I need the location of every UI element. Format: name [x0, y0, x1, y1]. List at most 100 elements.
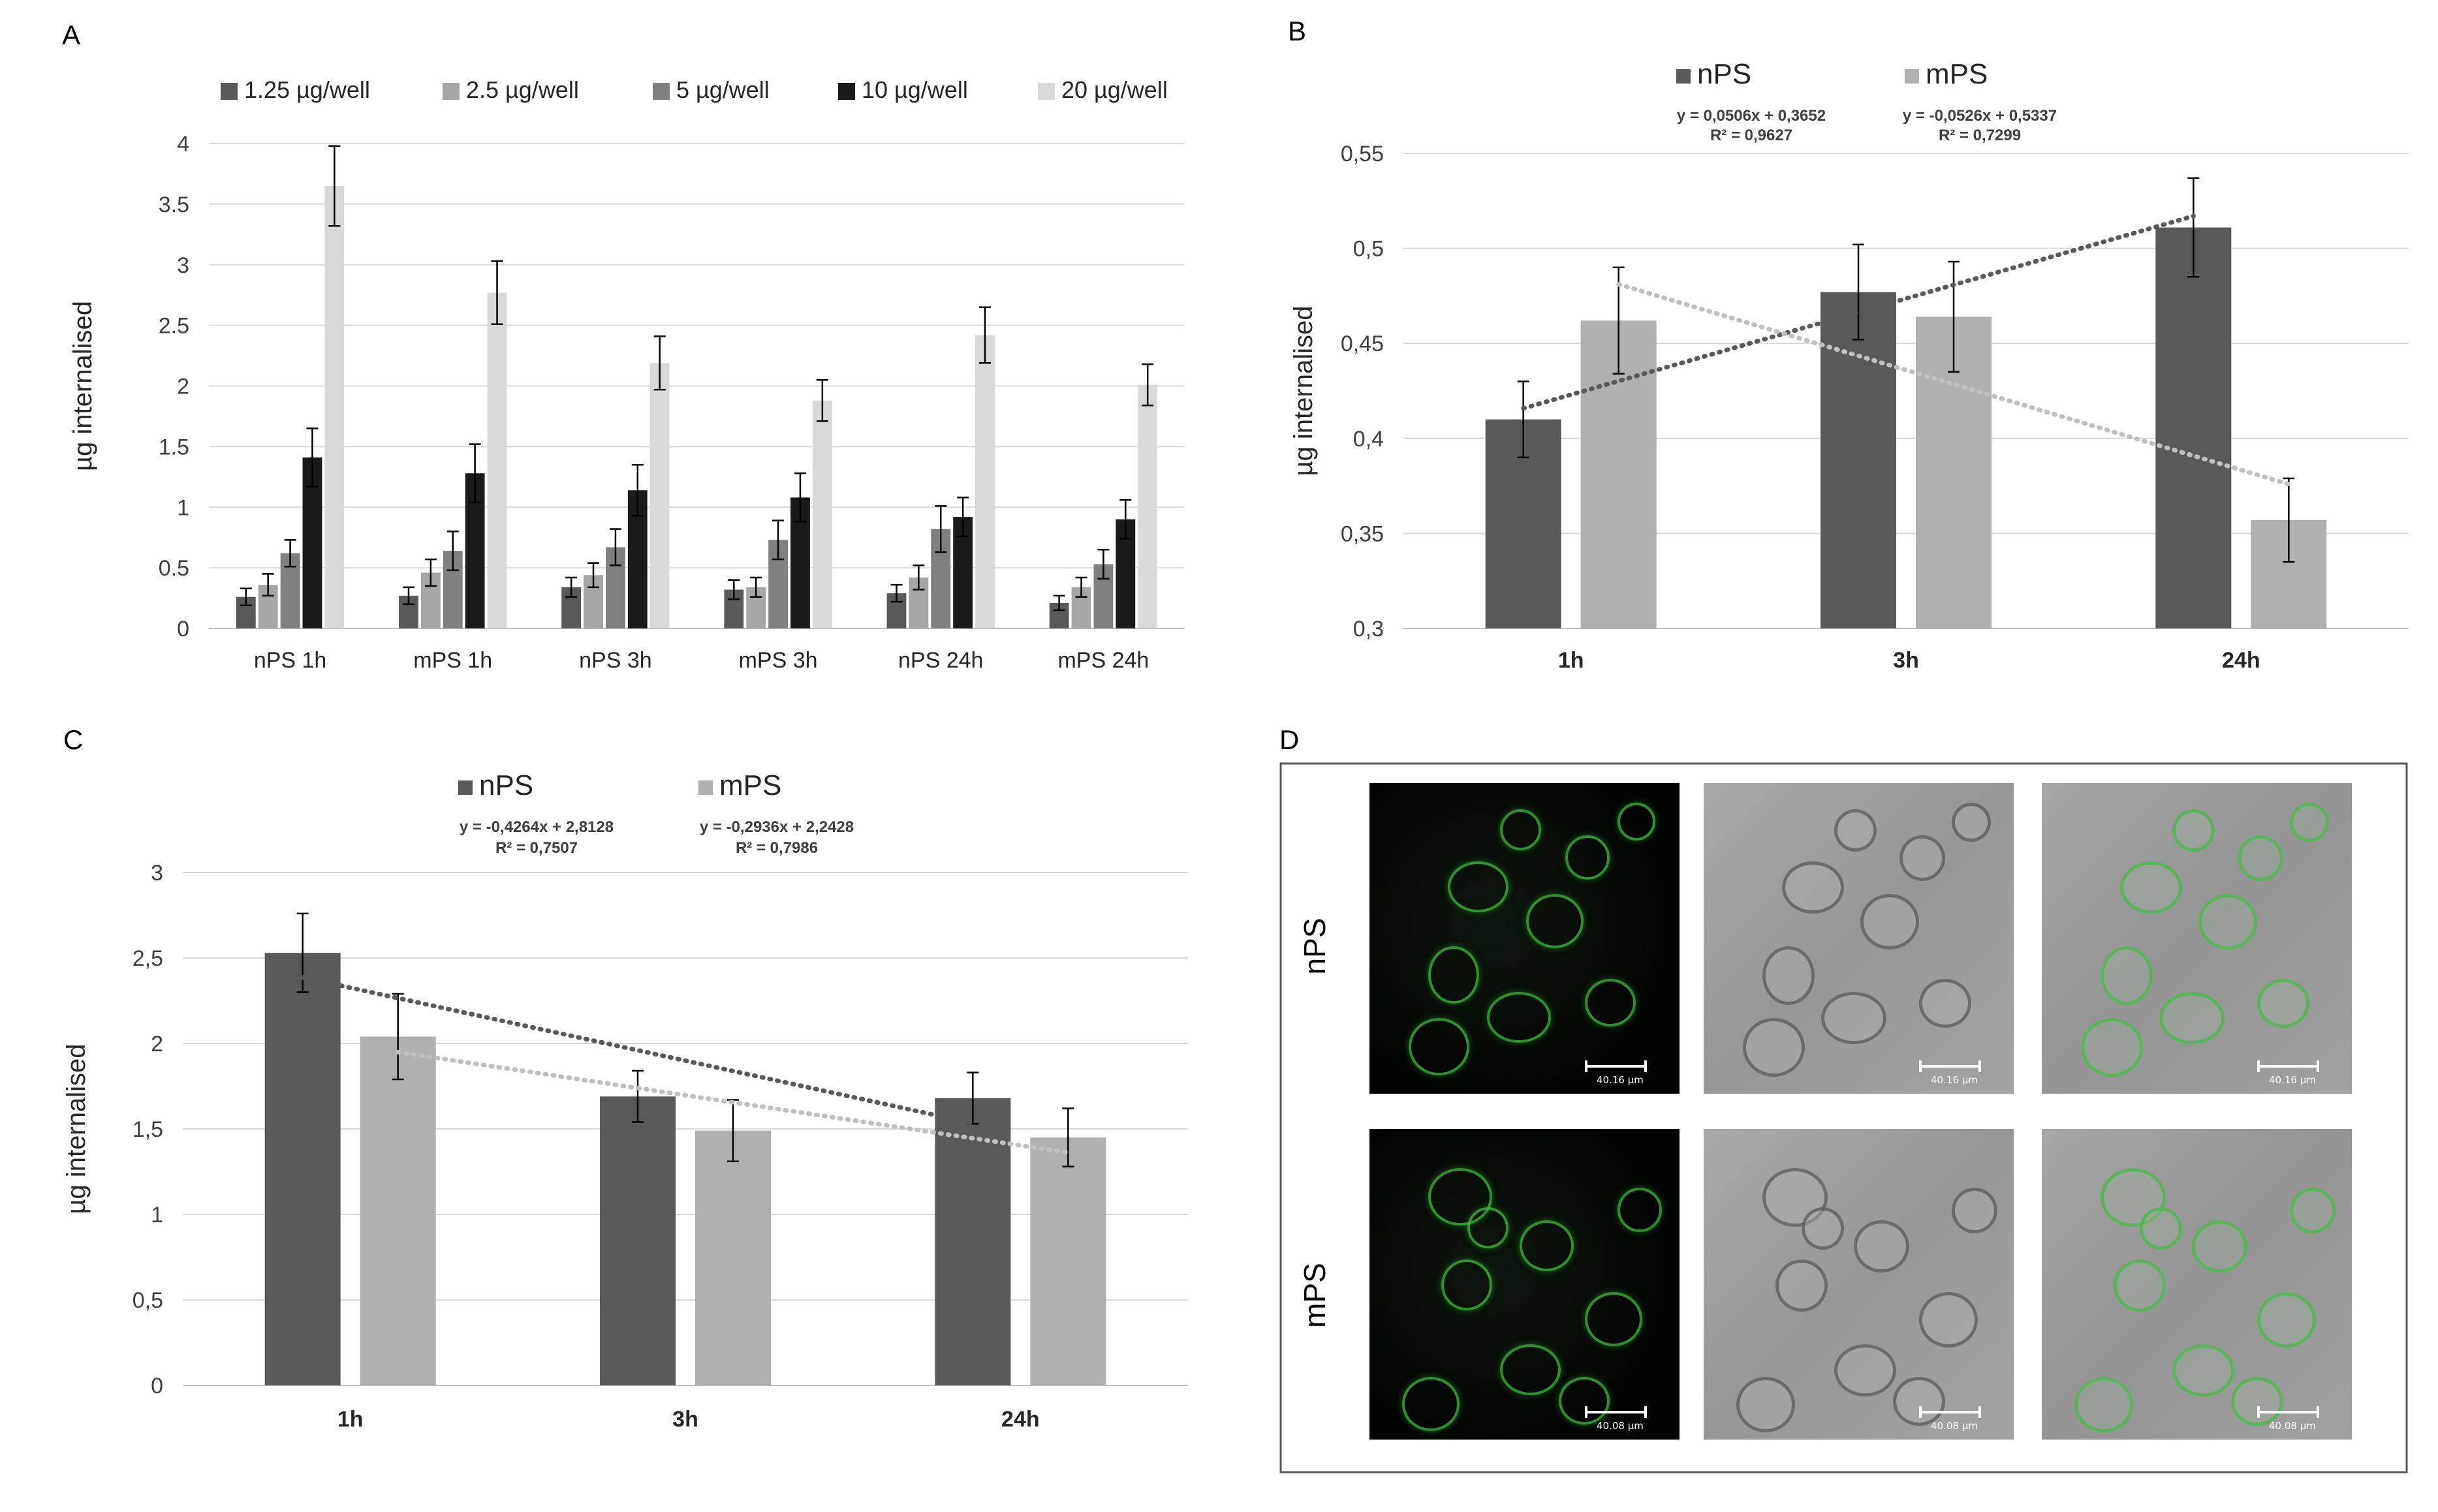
- cell-shape: [1952, 803, 1991, 842]
- cell-shape: [1618, 803, 1655, 841]
- scale-bar: [1919, 1406, 1981, 1418]
- cell-shape: [1618, 1188, 1662, 1232]
- y-axis-label: µg internalised: [62, 1044, 91, 1214]
- panel-d-frame: [1279, 762, 2408, 1473]
- legend-label: mPS: [1926, 58, 1988, 90]
- legend-label: mPS: [719, 769, 781, 801]
- cell-shape: [1500, 809, 1541, 850]
- cell-shape: [1402, 1377, 1460, 1431]
- cell-shape: [2238, 835, 2283, 881]
- legend-swatch: [653, 83, 670, 100]
- bar: [487, 292, 507, 628]
- panel-letter-a: A: [62, 20, 80, 50]
- bar: [975, 335, 995, 628]
- bar: [324, 186, 345, 628]
- y-tick-label: 0,55: [1341, 142, 1384, 166]
- cell-shape: [1899, 835, 1945, 881]
- legend-label: 10 µg/well: [862, 76, 968, 103]
- bar: [264, 953, 341, 1385]
- y-tick-label: 1.5: [159, 435, 189, 459]
- cell-shape: [1952, 1188, 1997, 1233]
- cell-shape: [1448, 861, 1508, 912]
- cell-shape: [1428, 946, 1479, 1004]
- bar: [600, 1096, 676, 1385]
- panel-letter-c: C: [63, 724, 83, 755]
- bar: [1030, 1137, 1106, 1385]
- x-tick-label: nPS 3h: [579, 648, 652, 673]
- cell-shape: [2290, 803, 2329, 842]
- merged-micrograph: 40.08 μm: [2042, 1129, 2352, 1440]
- cell-shape: [1834, 1344, 1896, 1396]
- legend-swatch: [443, 83, 460, 100]
- x-tick-label: mPS 24h: [1057, 648, 1149, 673]
- cell-shape: [1834, 809, 1877, 852]
- cell-shape: [1441, 1259, 1492, 1310]
- cell-shape: [1467, 1207, 1508, 1248]
- trendline-equation: y = -0,4264x + 2,8128: [460, 818, 614, 836]
- y-tick-label: 3: [177, 253, 189, 278]
- cell-shape: [2081, 1018, 2143, 1077]
- trendline-r2: R² = 0,7507: [495, 839, 578, 857]
- fluorescence-micrograph: 40.16 μm: [1369, 783, 1680, 1094]
- x-tick-label: 24h: [1001, 1407, 1040, 1432]
- y-tick-label: 0: [151, 1374, 163, 1398]
- x-tick-label: 24h: [2222, 648, 2260, 673]
- bar: [1138, 384, 1158, 628]
- cell-shape: [2198, 894, 2257, 949]
- scale-bar-label: 40.16 μm: [1931, 1074, 1978, 1086]
- cell-shape: [1428, 1168, 1492, 1226]
- legend-label: 2.5 µg/well: [466, 76, 579, 103]
- cell-shape: [1860, 894, 1919, 949]
- scale-bar: [2257, 1406, 2319, 1418]
- legend-swatch: [1676, 69, 1691, 84]
- scale-bar-label: 40.16 μm: [1597, 1074, 1644, 1086]
- trendline: [1521, 213, 2196, 411]
- brightfield-micrograph: 40.08 μm: [1704, 1129, 2014, 1440]
- legend-swatch: [698, 780, 713, 795]
- y-tick-label: 0,3: [1353, 617, 1384, 641]
- panel-letter-d: D: [1279, 724, 1299, 755]
- row-label: nPS: [1298, 918, 1332, 975]
- cell-shape: [2140, 1207, 2182, 1250]
- cell-shape: [2101, 946, 2153, 1005]
- trendline-r2: R² = 0,9627: [1710, 127, 1792, 144]
- y-tick-label: 1: [177, 495, 189, 520]
- legend-label: nPS: [1697, 58, 1751, 90]
- bar: [1821, 292, 1896, 628]
- bar: [2155, 227, 2232, 628]
- y-tick-label: 0,35: [1341, 521, 1384, 546]
- cell-shape: [1409, 1018, 1469, 1075]
- legend-swatch: [1905, 69, 1919, 84]
- trendline-r2: R² = 0,7299: [1939, 127, 2021, 144]
- scale-bar-label: 40.08 μm: [2269, 1420, 2316, 1432]
- cell-shape: [1802, 1207, 1844, 1250]
- legend-swatch: [838, 83, 855, 100]
- fluorescence-micrograph: 40.08 μm: [1369, 1129, 1680, 1440]
- bar: [935, 1098, 1011, 1385]
- cell-shape: [1559, 1377, 1610, 1425]
- cell-shape: [1526, 894, 1584, 948]
- cell-shape: [1520, 1220, 1574, 1271]
- y-tick-label: 2: [151, 1032, 163, 1057]
- cell-shape: [1919, 1292, 1978, 1348]
- x-tick-label: nPS 24h: [898, 648, 983, 673]
- y-tick-label: 4: [177, 132, 189, 157]
- cell-shape: [1743, 1018, 1805, 1077]
- scale-bar: [1585, 1060, 1647, 1072]
- legend-swatch: [221, 83, 238, 100]
- scale-bar-label: 40.08 μm: [1931, 1420, 1978, 1432]
- legend-label: 1.25 µg/well: [244, 76, 370, 103]
- cell-shape: [2257, 979, 2309, 1028]
- cell-shape: [2290, 1188, 2336, 1233]
- trendline-equation: y = 0,0506x + 0,3652: [1677, 107, 1826, 125]
- panel-letter-b: B: [1288, 16, 1306, 46]
- merged-micrograph: 40.16 μm: [2042, 783, 2352, 1094]
- cell-shape: [1775, 1259, 1828, 1312]
- chart-b: 0,3 0,35 0,4 0,45 0,5 0,55 µg internalised 1h 3h…: [1289, 58, 2409, 673]
- y-tick-label: 2,5: [133, 946, 163, 971]
- cell-shape: [1736, 1377, 1795, 1432]
- cell-shape: [2074, 1377, 2133, 1432]
- cell-shape: [2120, 861, 2182, 914]
- brightfield-micrograph: 40.16 μm: [1704, 783, 2014, 1094]
- y-tick-label: 3: [151, 861, 163, 886]
